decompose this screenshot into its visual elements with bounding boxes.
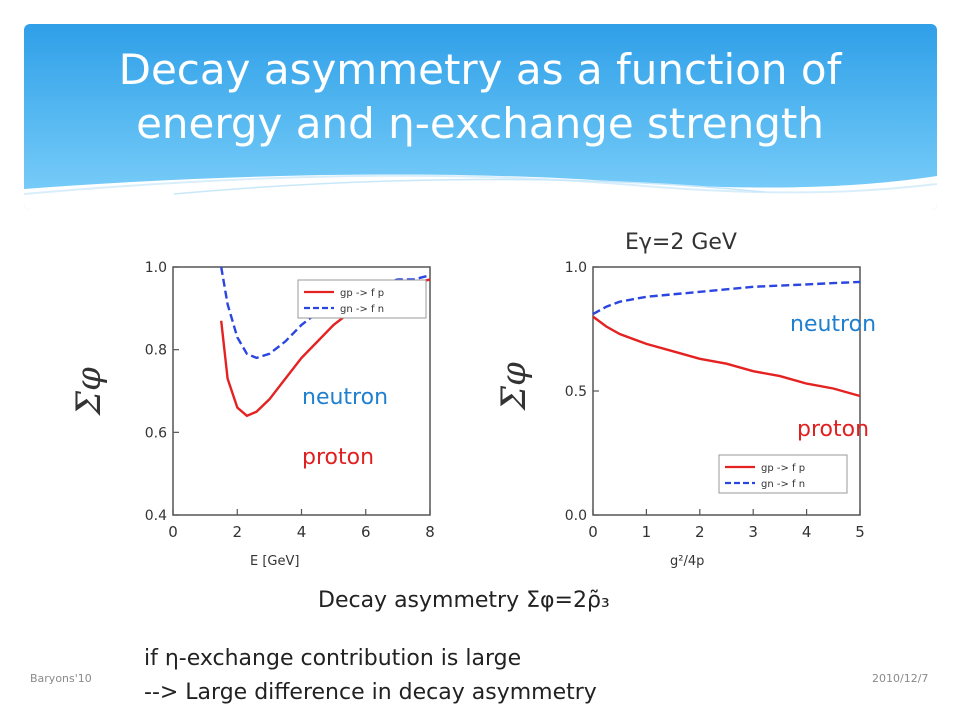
x-tick-label: 0 bbox=[588, 523, 598, 541]
y-tick-label: 1.0 bbox=[565, 260, 587, 276]
legend-entry: gn -> f n bbox=[761, 479, 805, 490]
y-tick-label: 0.4 bbox=[145, 508, 167, 524]
left-proton-label: proton bbox=[302, 445, 375, 470]
x-tick-label: 5 bbox=[855, 523, 865, 541]
legend-box bbox=[297, 279, 427, 319]
note-line1: if η-exchange contribution is large bbox=[144, 646, 522, 671]
note-line2: --> Large difference in decay asymmetry bbox=[144, 680, 597, 705]
y-tick-label: 0.5 bbox=[565, 384, 587, 400]
right-proton-label: proton bbox=[797, 417, 870, 442]
x-tick-label: 3 bbox=[748, 523, 758, 541]
title-banner bbox=[24, 24, 937, 210]
footer-date: 2010/12/7 bbox=[872, 672, 929, 685]
x-tick-label: 1 bbox=[642, 523, 652, 541]
energy-label: Eγ=2 GeV bbox=[625, 230, 737, 255]
x-tick-label: 6 bbox=[361, 523, 371, 541]
left-neutron-label: neutron bbox=[302, 385, 389, 410]
y-tick-label: 0.6 bbox=[145, 425, 167, 441]
x-axis-label: g²/4p bbox=[670, 554, 704, 569]
slide-title-line2: energy and η-exchange strength bbox=[136, 99, 824, 148]
y-axis-label: Σφ bbox=[494, 362, 534, 412]
y-tick-label: 0.8 bbox=[145, 343, 167, 359]
x-tick-label: 8 bbox=[425, 523, 435, 541]
x-tick-label: 4 bbox=[802, 523, 812, 541]
legend-box bbox=[718, 454, 848, 494]
x-axis-label: E [GeV] bbox=[250, 554, 299, 569]
legend-entry: gn -> f n bbox=[340, 304, 384, 315]
series-line-proton bbox=[592, 315, 861, 398]
y-tick-label: 0.0 bbox=[565, 508, 587, 524]
x-tick-label: 4 bbox=[297, 523, 307, 541]
x-tick-label: 2 bbox=[232, 523, 242, 541]
legend-entry: gp -> f p bbox=[340, 288, 384, 299]
x-tick-label: 2 bbox=[695, 523, 705, 541]
decay-asymmetry-formula: Decay asymmetry Σφ=2ρ̃₃ bbox=[318, 588, 610, 613]
y-tick-label: 1.0 bbox=[145, 260, 167, 276]
banner-wave bbox=[24, 174, 937, 210]
footer-conference: Baryons'10 bbox=[30, 672, 92, 685]
x-tick-label: 0 bbox=[168, 523, 178, 541]
right-neutron-label: neutron bbox=[790, 312, 877, 337]
y-axis-label: Σφ bbox=[69, 367, 109, 417]
left-plot: 0 2 4 6 8 0.4 0.6 0.8 1.0 Σφ E [GeV] gp -> f p gn ->… bbox=[69, 260, 435, 569]
right-plot: 0 1 2 3 4 5 0.0 0.5 1.0 Σφ g²/4p gp -> f p gn -> f n bbox=[494, 260, 865, 569]
series-line-neutron bbox=[592, 280, 861, 316]
slide-title-line1: Decay asymmetry as a function of bbox=[118, 45, 842, 94]
slide-title: Decay asymmetry as a function of energy … bbox=[60, 43, 900, 151]
legend-entry: gp -> f p bbox=[761, 463, 805, 474]
